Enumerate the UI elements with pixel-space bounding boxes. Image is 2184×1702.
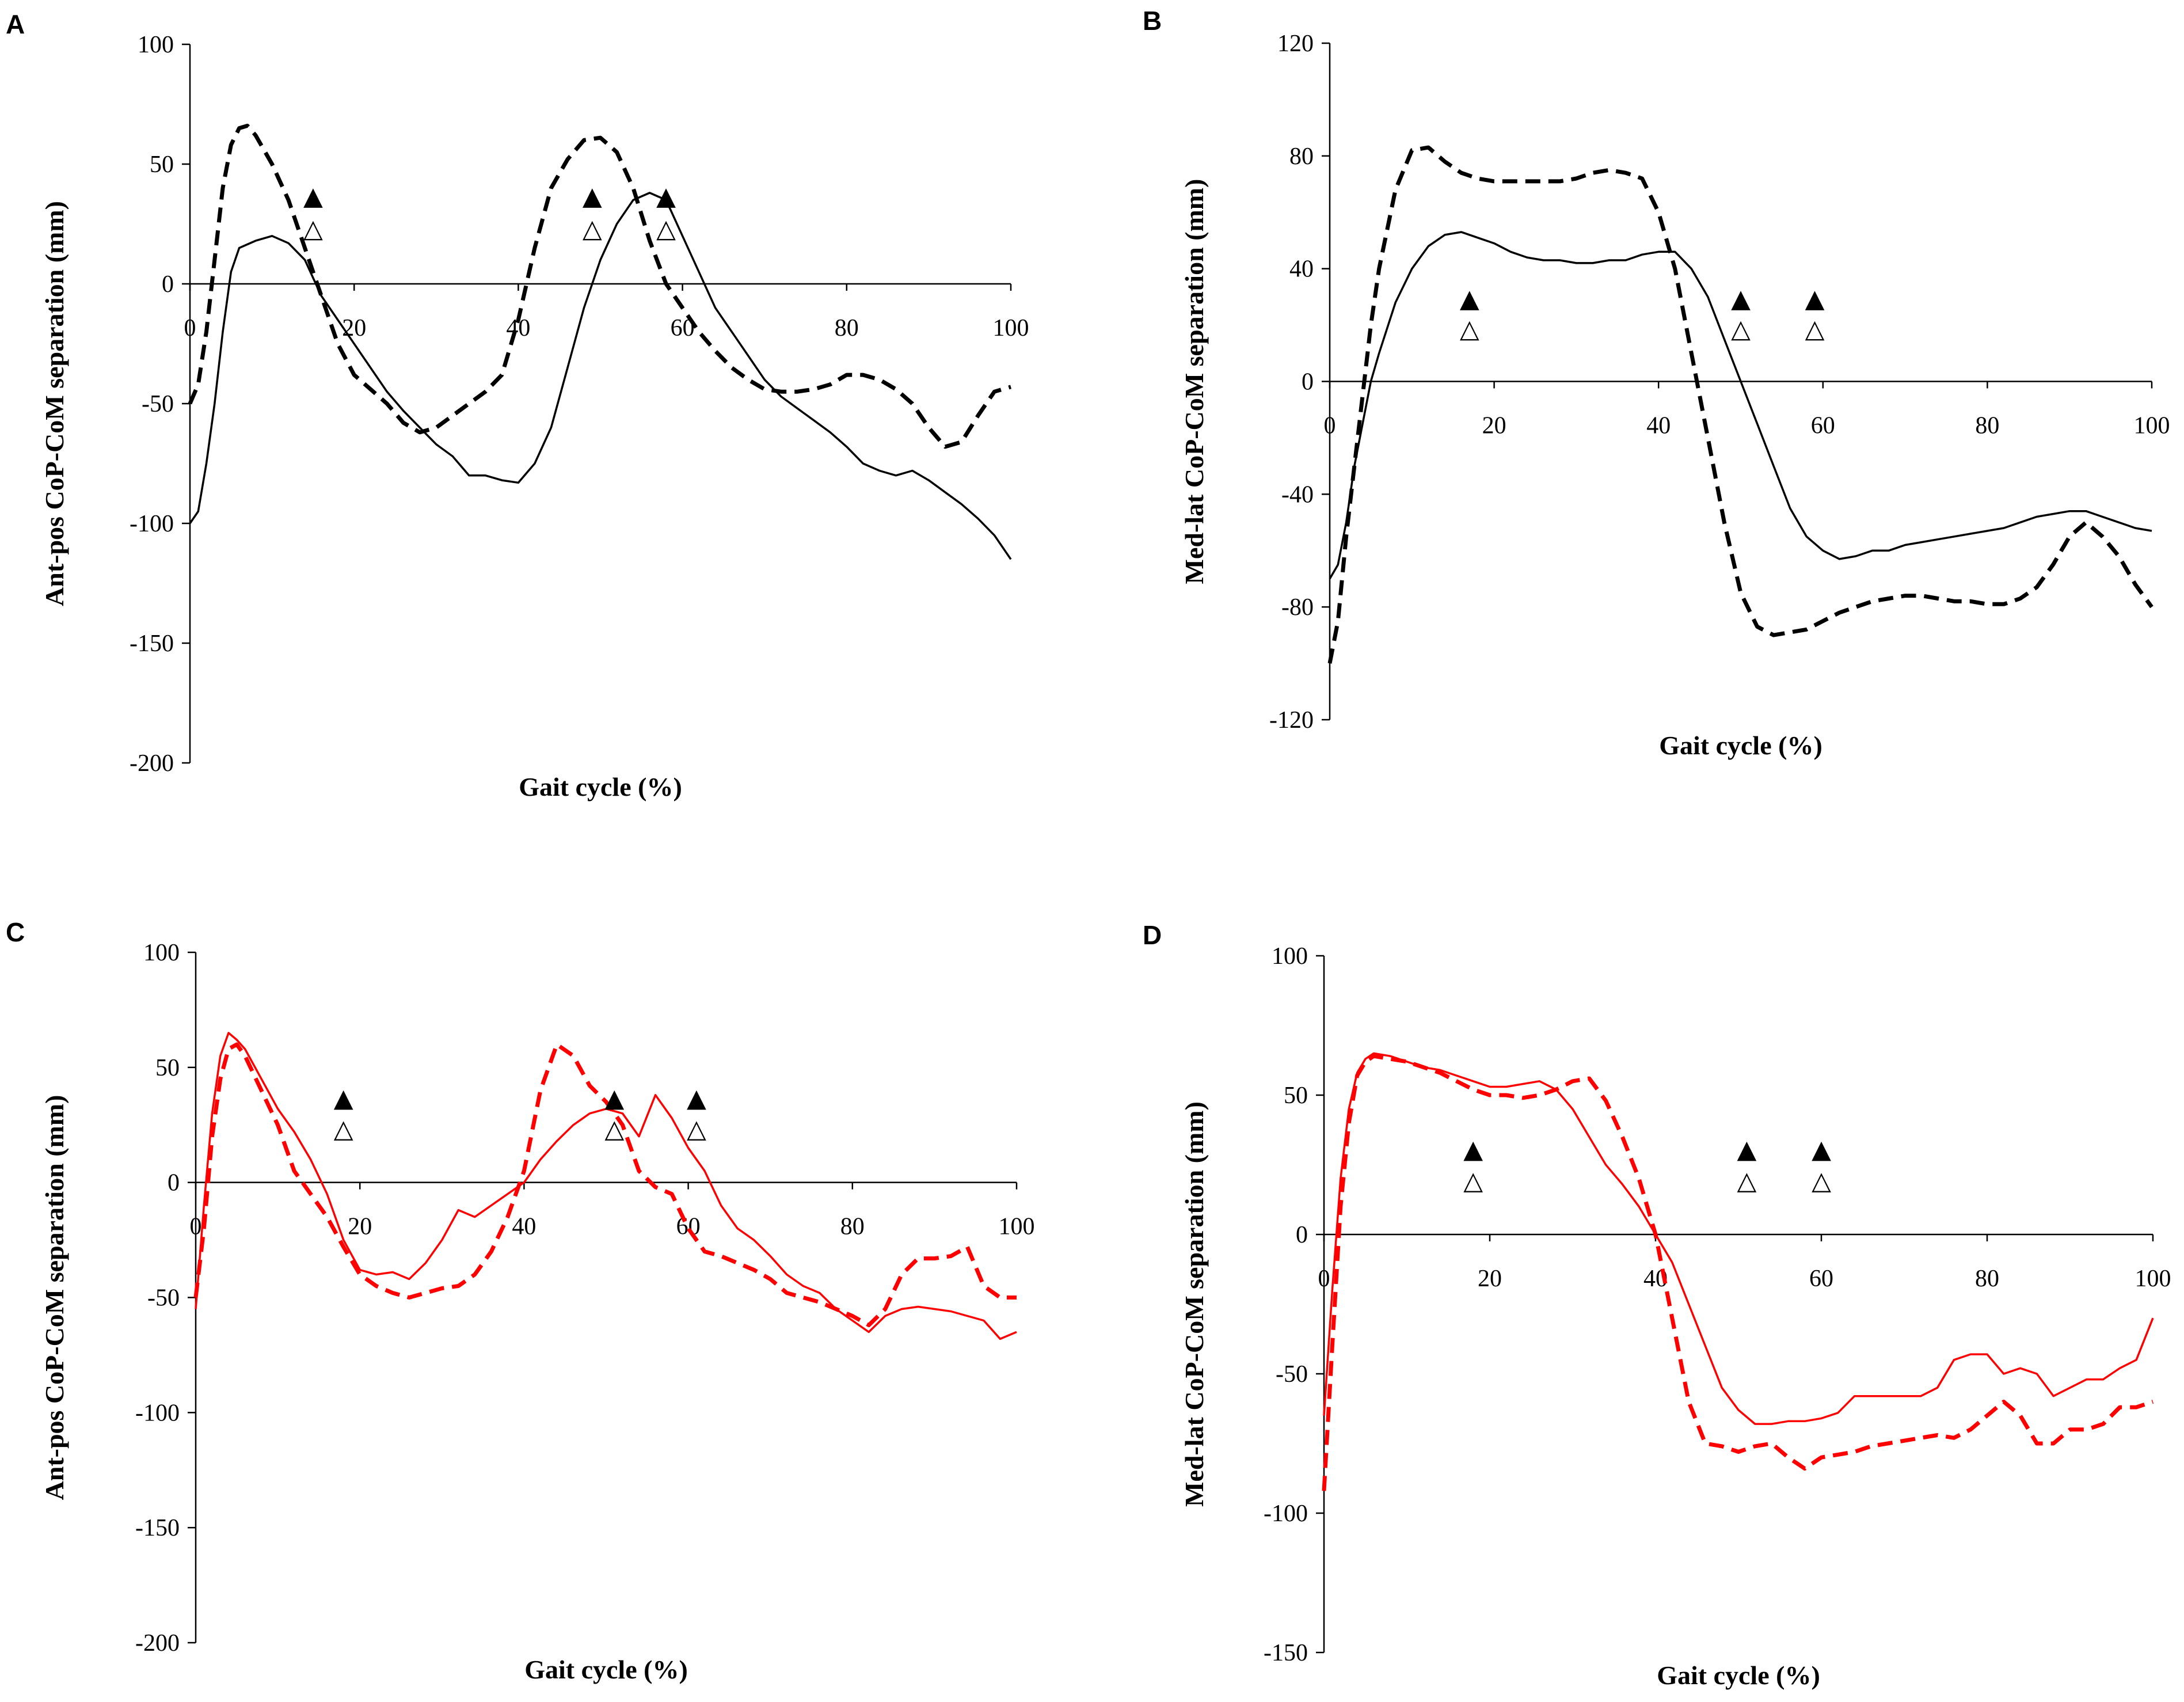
y-tick-label: -200 <box>135 1630 180 1657</box>
marker-filled-triangle: ▲ <box>656 182 676 211</box>
x-tick-label: 60 <box>1809 1266 1833 1292</box>
y-tick-label: -150 <box>135 1515 180 1541</box>
marker-open-triangle: △ <box>656 214 676 244</box>
marker-open-triangle: △ <box>334 1115 353 1144</box>
marker-filled-triangle: ▲ <box>687 1084 706 1113</box>
x-tick-label: 20 <box>342 315 366 341</box>
panel-letter: D <box>1143 920 1162 950</box>
y-tick-label: -50 <box>1276 1361 1308 1388</box>
y-tick-label: 100 <box>138 32 174 58</box>
marker-filled-triangle: ▲ <box>1460 284 1479 313</box>
y-tick-label: 0 <box>162 271 174 298</box>
y-axis-title: Med-lat CoP-CoM separation (mm) <box>1179 1101 1209 1507</box>
y-tick-label: 0 <box>168 1170 180 1196</box>
y-tick-label: -50 <box>142 391 174 417</box>
y-axis-title: Ant-pos CoP-CoM separation (mm) <box>40 1095 69 1500</box>
y-tick-label: -150 <box>130 630 174 657</box>
chart-panel-b: B 120 80 40 0 -40 -80 -120 0 20 40 60 80 100 Gait cycl… <box>1143 6 2170 760</box>
marker-open-triangle: △ <box>1731 314 1751 344</box>
x-tick-label: 80 <box>835 315 859 341</box>
marker-filled-triangle: ▲ <box>1805 284 1825 313</box>
y-axis-title: Med-lat CoP-CoM separation (mm) <box>1179 179 1209 584</box>
x-tick-label: 60 <box>1811 413 1835 439</box>
x-tick-label: 100 <box>999 1214 1035 1240</box>
chart-panel-c: C 100 50 0 -50 -100 -150 -200 0 20 40 60 80 100 Gait c… <box>6 917 1035 1684</box>
marker-filled-triangle: ▲ <box>303 182 323 211</box>
y-tick-label: -40 <box>1281 481 1314 508</box>
y-tick-label: 50 <box>1284 1082 1308 1109</box>
y-tick-label: 0 <box>1296 1222 1308 1248</box>
x-tick-label: 20 <box>1482 413 1506 439</box>
series-line-solid <box>195 1032 1017 1340</box>
marker-open-triangle: △ <box>1463 1166 1483 1195</box>
marker-open-triangle: △ <box>303 214 323 244</box>
marker-filled-triangle: ▲ <box>1737 1135 1756 1164</box>
x-axis-title: Gait cycle (%) <box>1657 1661 1820 1690</box>
x-tick-label: 0 <box>1324 413 1336 439</box>
panel-letter: A <box>6 9 25 39</box>
marker-filled-triangle: ▲ <box>1463 1135 1483 1164</box>
marker-open-triangle: △ <box>1812 1166 1831 1195</box>
marker-open-triangle: △ <box>604 1115 624 1144</box>
x-tick-label: 80 <box>840 1214 865 1240</box>
marker-filled-triangle: ▲ <box>1812 1135 1831 1164</box>
x-axis-title: Gait cycle (%) <box>1659 731 1822 760</box>
marker-open-triangle: △ <box>687 1115 706 1144</box>
marker-open-triangle: △ <box>1460 314 1479 344</box>
marker-filled-triangle: ▲ <box>604 1084 624 1113</box>
series-line-solid <box>1329 231 2152 580</box>
y-tick-label: -100 <box>1264 1500 1308 1527</box>
marker-filled-triangle: ▲ <box>1731 284 1751 313</box>
y-tick-label: -100 <box>135 1400 180 1426</box>
y-tick-label: -120 <box>1269 707 1314 734</box>
x-tick-label: 20 <box>1478 1266 1502 1292</box>
y-tick-label: 100 <box>143 940 180 966</box>
x-tick-label: 80 <box>1975 413 1999 439</box>
y-tick-label: 40 <box>1289 256 1314 283</box>
y-tick-label: 80 <box>1289 143 1314 170</box>
x-tick-label: 40 <box>512 1214 536 1240</box>
marker-filled-triangle: ▲ <box>334 1084 353 1113</box>
y-tick-label: -80 <box>1281 594 1314 621</box>
marker-filled-triangle: ▲ <box>583 182 602 211</box>
series-line-dashed <box>1327 145 2153 664</box>
series-line-dashed <box>1322 1054 2154 1491</box>
y-tick-label: -200 <box>130 750 174 777</box>
x-tick-label: 80 <box>1975 1266 1999 1292</box>
x-axis-title: Gait cycle (%) <box>519 772 682 801</box>
x-tick-label: 0 <box>190 1214 202 1240</box>
series-line-solid <box>1323 1052 2154 1425</box>
series-line-dashed <box>188 123 1011 449</box>
y-tick-label: -50 <box>147 1285 180 1312</box>
x-tick-label: 100 <box>2134 413 2170 439</box>
marker-open-triangle: △ <box>583 214 602 244</box>
x-tick-label: 60 <box>676 1214 701 1240</box>
x-tick-label: 100 <box>2135 1266 2171 1292</box>
y-tick-label: 120 <box>1277 31 1314 57</box>
x-tick-label: 40 <box>1646 413 1671 439</box>
x-tick-label: 0 <box>184 315 196 341</box>
x-axis-title: Gait cycle (%) <box>524 1655 688 1684</box>
y-tick-label: 0 <box>1302 369 1314 396</box>
x-tick-label: 0 <box>1318 1266 1330 1292</box>
y-tick-label: 100 <box>1272 943 1308 970</box>
x-tick-label: 20 <box>348 1214 372 1240</box>
y-tick-label: 50 <box>155 1055 180 1081</box>
panel-letter: C <box>6 917 25 947</box>
y-tick-label: 50 <box>150 151 174 178</box>
marker-open-triangle: △ <box>1805 314 1825 344</box>
series-line-solid <box>189 192 1012 560</box>
panel-letter: B <box>1143 6 1162 36</box>
y-tick-label: -150 <box>1264 1640 1308 1666</box>
x-tick-label: 100 <box>993 315 1029 341</box>
marker-open-triangle: △ <box>1737 1166 1756 1195</box>
y-axis-title: Ant-pos CoP-CoM separation (mm) <box>40 201 69 606</box>
series-line-dashed <box>193 1042 1017 1327</box>
y-tick-label: -100 <box>130 511 174 537</box>
